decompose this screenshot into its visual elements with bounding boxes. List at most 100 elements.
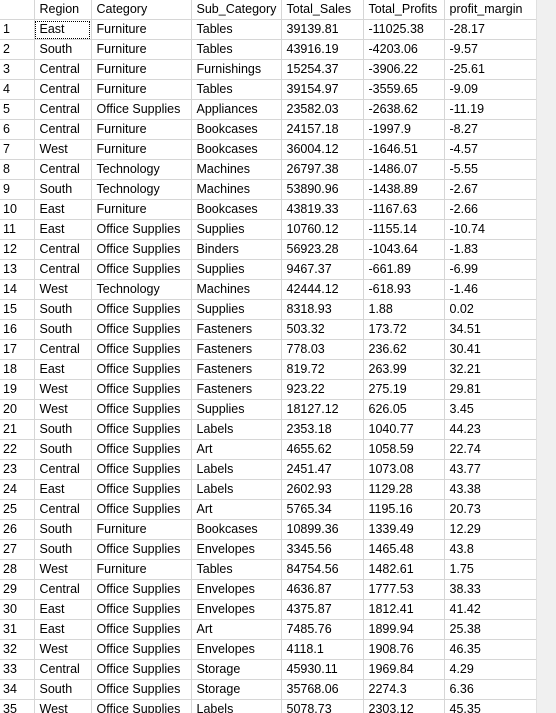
total-profits-cell[interactable]: 1339.49 <box>363 519 445 540</box>
category-cell[interactable]: Furniture <box>91 19 192 40</box>
total-profits-cell[interactable]: -661.89 <box>363 259 445 280</box>
region-cell[interactable]: Central <box>34 119 92 140</box>
sub-category-cell[interactable]: Art <box>191 439 282 460</box>
table-row[interactable]: 18 East Office Supplies Fasteners 819.72 263.… <box>0 359 537 380</box>
sub-category-cell[interactable]: Bookcases <box>191 119 282 140</box>
region-cell[interactable]: Central <box>34 79 92 100</box>
row-number[interactable]: 1 <box>0 19 35 40</box>
category-cell[interactable]: Technology <box>91 179 192 200</box>
sub-category-cell[interactable]: Appliances <box>191 99 282 120</box>
total-sales-cell[interactable]: 36004.12 <box>281 139 364 160</box>
table-row[interactable]: 27 South Office Supplies Envelopes 3345.56 14… <box>0 539 537 560</box>
region-cell[interactable]: Central <box>34 239 92 260</box>
category-cell[interactable]: Office Supplies <box>91 339 192 360</box>
total-sales-cell[interactable]: 2602.93 <box>281 479 364 500</box>
table-row[interactable]: 8 Central Technology Machines 26797.38 -1486.… <box>0 159 537 180</box>
table-row[interactable]: 26 South Furniture Bookcases 10899.36 1339.49… <box>0 519 537 540</box>
total-sales-cell[interactable]: 5765.34 <box>281 499 364 520</box>
table-row[interactable]: 29 Central Office Supplies Envelopes 4636.87… <box>0 579 537 600</box>
total-sales-cell[interactable]: 24157.18 <box>281 119 364 140</box>
profit-margin-cell[interactable]: 0.02 <box>444 299 537 320</box>
profit-margin-cell[interactable]: 41.42 <box>444 599 537 620</box>
profit-margin-cell[interactable]: 3.45 <box>444 399 537 420</box>
sub-category-cell[interactable]: Labels <box>191 699 282 713</box>
region-cell[interactable]: Central <box>34 499 92 520</box>
total-sales-cell[interactable]: 53890.96 <box>281 179 364 200</box>
profit-margin-cell[interactable]: 43.8 <box>444 539 537 560</box>
profit-margin-cell[interactable]: -25.61 <box>444 59 537 80</box>
total-profits-cell[interactable]: 263.99 <box>363 359 445 380</box>
total-profits-cell[interactable]: 1058.59 <box>363 439 445 460</box>
profit-margin-cell[interactable]: 20.73 <box>444 499 537 520</box>
total-profits-cell[interactable]: 1.88 <box>363 299 445 320</box>
category-cell[interactable]: Furniture <box>91 519 192 540</box>
total-profits-cell[interactable]: 1969.84 <box>363 659 445 680</box>
table-row[interactable]: 7 West Furniture Bookcases 36004.12 -1646.51-… <box>0 139 537 160</box>
total-sales-cell[interactable]: 503.32 <box>281 319 364 340</box>
row-number[interactable]: 11 <box>0 219 35 240</box>
profit-margin-cell[interactable]: -10.74 <box>444 219 537 240</box>
row-number[interactable]: 21 <box>0 419 35 440</box>
region-cell[interactable]: West <box>34 279 92 300</box>
total-sales-cell[interactable]: 4118.1 <box>281 639 364 660</box>
table-row[interactable]: 20 West Office Supplies Supplies 18127.12 626… <box>0 399 537 420</box>
region-cell[interactable]: Central <box>34 59 92 80</box>
profit-margin-cell[interactable]: -6.99 <box>444 259 537 280</box>
total-profits-cell[interactable]: -1997.9 <box>363 119 445 140</box>
table-row[interactable]: 19 West Office Supplies Fasteners 923.22 275.… <box>0 379 537 400</box>
region-cell[interactable]: East <box>34 619 92 640</box>
total-sales-header[interactable]: Total_Sales <box>281 0 364 20</box>
row-number[interactable]: 3 <box>0 59 35 80</box>
row-number[interactable]: 29 <box>0 579 35 600</box>
profit-margin-cell[interactable]: -5.55 <box>444 159 537 180</box>
region-cell[interactable]: East <box>34 199 92 220</box>
profit-margin-cell[interactable]: 12.29 <box>444 519 537 540</box>
row-number[interactable]: 16 <box>0 319 35 340</box>
total-profits-cell[interactable]: 1899.94 <box>363 619 445 640</box>
row-number[interactable]: 35 <box>0 699 35 713</box>
category-cell[interactable]: Office Supplies <box>91 599 192 620</box>
sub-category-cell[interactable]: Fasteners <box>191 319 282 340</box>
region-cell[interactable]: South <box>34 299 92 320</box>
row-number[interactable]: 32 <box>0 639 35 660</box>
region-cell[interactable]: South <box>34 319 92 340</box>
sub-category-cell[interactable]: Envelopes <box>191 579 282 600</box>
total-sales-cell[interactable]: 39139.81 <box>281 19 364 40</box>
row-number[interactable]: 15 <box>0 299 35 320</box>
table-row[interactable]: 6 Central Furniture Bookcases 24157.18 -1997.… <box>0 119 537 140</box>
total-profits-cell[interactable]: -1155.14 <box>363 219 445 240</box>
total-sales-cell[interactable]: 2353.18 <box>281 419 364 440</box>
category-cell[interactable]: Office Supplies <box>91 219 192 240</box>
total-profits-cell[interactable]: 2303.12 <box>363 699 445 713</box>
total-profits-header[interactable]: Total_Profits <box>363 0 445 20</box>
total-profits-cell[interactable]: 275.19 <box>363 379 445 400</box>
sub-category-cell[interactable]: Machines <box>191 279 282 300</box>
table-row[interactable]: 11 East Office Supplies Supplies 10760.12 -11… <box>0 219 537 240</box>
row-number[interactable]: 13 <box>0 259 35 280</box>
total-profits-cell[interactable]: 1129.28 <box>363 479 445 500</box>
total-profits-cell[interactable]: 1195.16 <box>363 499 445 520</box>
sub-category-cell[interactable]: Supplies <box>191 219 282 240</box>
category-cell[interactable]: Office Supplies <box>91 419 192 440</box>
total-profits-cell[interactable]: -1438.89 <box>363 179 445 200</box>
region-cell[interactable]: South <box>34 179 92 200</box>
table-row[interactable]: 31 East Office Supplies Art 7485.76 1899.94 25… <box>0 619 537 640</box>
sub-category-cell[interactable]: Storage <box>191 679 282 700</box>
profit-margin-cell[interactable]: 45.35 <box>444 699 537 713</box>
table-row[interactable]: 34 South Office Supplies Storage 35768.06 227… <box>0 679 537 700</box>
region-header[interactable]: Region <box>34 0 92 20</box>
sub-category-cell[interactable]: Bookcases <box>191 139 282 160</box>
total-profits-cell[interactable]: 2274.3 <box>363 679 445 700</box>
category-cell[interactable]: Office Supplies <box>91 359 192 380</box>
category-cell[interactable]: Office Supplies <box>91 499 192 520</box>
total-sales-cell[interactable]: 9467.37 <box>281 259 364 280</box>
row-number[interactable]: 30 <box>0 599 35 620</box>
category-cell[interactable]: Office Supplies <box>91 259 192 280</box>
category-cell[interactable]: Office Supplies <box>91 239 192 260</box>
total-sales-cell[interactable]: 5078.73 <box>281 699 364 713</box>
total-profits-cell[interactable]: 1040.77 <box>363 419 445 440</box>
profit-margin-cell[interactable]: -11.19 <box>444 99 537 120</box>
total-profits-cell[interactable]: 1465.48 <box>363 539 445 560</box>
total-sales-cell[interactable]: 2451.47 <box>281 459 364 480</box>
category-cell[interactable]: Office Supplies <box>91 659 192 680</box>
